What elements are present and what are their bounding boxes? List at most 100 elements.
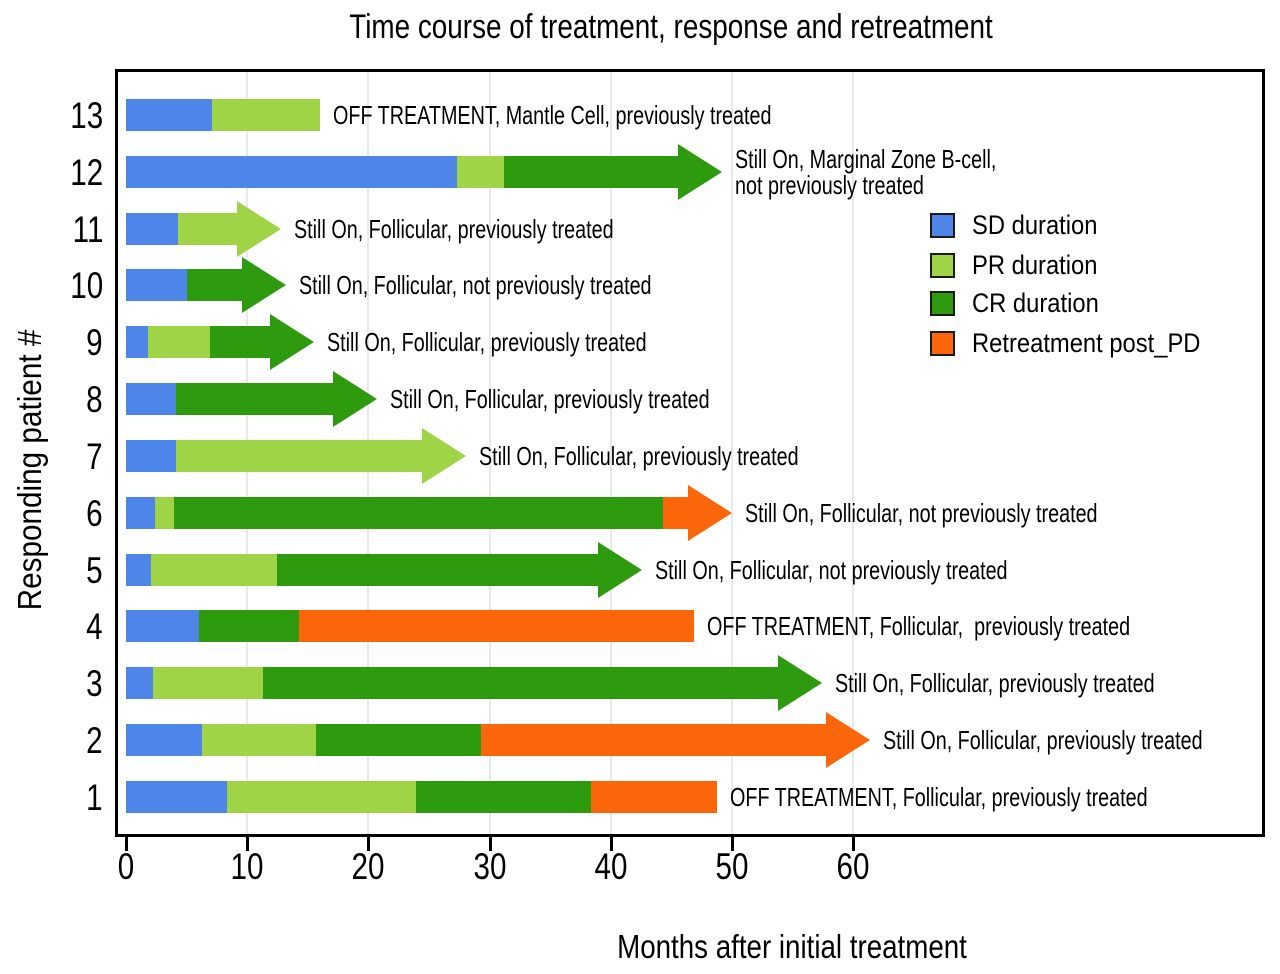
legend-label-cr: CR duration [972, 287, 1099, 318]
bar-segment-cr [504, 155, 680, 188]
bar-annotation-line: Still On, Follicular, previously treated [294, 213, 614, 244]
bar-annotation-line: Still On, Marginal Zone B-cell, [735, 143, 997, 174]
y-tick-label-text: 10 [70, 265, 103, 307]
bar-annotation: OFF TREATMENT, Follicular, previously tr… [707, 613, 1264, 639]
bar-segment-cr [198, 610, 300, 643]
x-tick-label: 20 [351, 846, 385, 887]
bar-segment-pr [155, 496, 175, 529]
bar-annotation-line: Still On, Follicular, not previously tre… [744, 497, 1098, 528]
ongoing-arrow-icon [825, 712, 870, 769]
y-tick-label-text: 11 [72, 208, 103, 250]
ongoing-arrow-icon [332, 371, 377, 428]
gridline [730, 72, 733, 834]
ongoing-arrow-icon [422, 427, 467, 484]
bar-annotation: Still On, Follicular, previously treated [327, 329, 748, 355]
chart-title: Time course of treatment, response and r… [349, 8, 993, 46]
y-tick-label-text: 5 [86, 549, 103, 591]
bar-segment-pr [202, 724, 317, 757]
bar-annotation: OFF TREATMENT, Follicular, previously tr… [730, 784, 1280, 810]
bar-segment-pr [152, 667, 263, 700]
ongoing-arrow-icon [241, 257, 286, 314]
bar-annotation-line: Still On, Follicular, previously treated [882, 725, 1203, 756]
legend-swatch-pr [930, 252, 955, 278]
y-tick-label: 11 [0, 211, 103, 248]
y-tick-label: 6 [0, 495, 103, 532]
x-tick [488, 837, 492, 851]
legend-label-sd: SD duration [972, 209, 1098, 240]
bar-annotation: Still On, Follicular, previously treated [883, 727, 1280, 753]
bar-segment-cr [175, 383, 334, 416]
x-axis-label: Months after initial treatment [617, 928, 967, 965]
gridline [609, 72, 612, 834]
y-tick-label-text: 9 [86, 322, 103, 364]
legend-swatch-rt [930, 330, 955, 356]
y-tick-label-text: 2 [86, 720, 103, 762]
bar-segment-cr [174, 496, 663, 529]
y-tick-label-text: 7 [86, 435, 103, 477]
bar-segment-sd [126, 553, 152, 586]
bar-segment-sd [126, 724, 203, 757]
x-tick-label: 30 [473, 846, 506, 887]
legend-label-pr: PR duration [972, 249, 1098, 280]
bar-annotation: Still On, Marginal Zone B-cell, not previ… [735, 146, 1079, 198]
bar-segment-rt [591, 780, 718, 813]
bar-annotation: Still On, Follicular, not previously tre… [745, 500, 1209, 526]
ongoing-arrow-icon [678, 143, 723, 200]
bar-segment-sd [126, 439, 176, 472]
y-tick-label: 3 [0, 665, 103, 702]
bar-annotation-line: Still On, Follicular, previously treated [326, 327, 647, 358]
x-tick [367, 837, 371, 851]
y-tick-label-text: 8 [86, 379, 103, 421]
bar-annotation-line: Still On, Follicular, not previously tre… [655, 554, 1008, 585]
y-tick-label: 1 [0, 779, 103, 816]
x-tick-label: 40 [594, 846, 628, 887]
legend-label-rt: Retreatment post_PD [972, 327, 1201, 358]
bar-annotation-line: not previously treated [735, 169, 925, 200]
x-tick [852, 837, 856, 851]
bar-segment-sd [126, 212, 179, 245]
x-tick-label: 50 [715, 846, 749, 887]
bar-segment-cr [277, 553, 600, 586]
x-tick-label: 60 [836, 846, 870, 887]
bar-annotation: OFF TREATMENT, Mantle Cell, previously t… [333, 102, 910, 128]
y-tick-label: 5 [0, 552, 103, 589]
bar-annotation: Still On, Follicular, previously treated [479, 443, 900, 469]
bar-segment-pr [147, 326, 210, 359]
bar-segment-sd [126, 667, 153, 700]
y-tick-label: 4 [0, 608, 103, 645]
bar-annotation-line: OFF TREATMENT, Mantle Cell, previously t… [332, 100, 772, 130]
bar-annotation-line: Still On, Follicular, previously treated [479, 440, 800, 471]
bar-segment-sd [126, 610, 199, 643]
bar-annotation-line: OFF TREATMENT, Follicular, previously tr… [730, 781, 1148, 812]
y-tick-label-text: 6 [86, 492, 103, 534]
bar-segment-cr [316, 724, 482, 757]
bar-segment-pr [226, 780, 416, 813]
x-tick-label: 10 [230, 846, 264, 887]
y-tick-label-text: 13 [70, 95, 103, 136]
bar-segment-sd [126, 99, 213, 131]
bar-segment-rt [299, 610, 695, 643]
bar-annotation: Still On, Follicular, not previously tre… [655, 557, 1119, 583]
x-tick [125, 837, 128, 851]
bar-annotation-line: Still On, Follicular, previously treated [389, 384, 710, 415]
y-tick-label-text: 4 [86, 606, 103, 648]
legend-swatch-sd [930, 212, 955, 238]
bar-segment-pr [456, 155, 505, 188]
bar-annotation-line: Still On, Follicular, not previously tre… [298, 270, 652, 301]
y-tick-label-text: 3 [86, 663, 103, 705]
ongoing-arrow-icon [269, 314, 314, 371]
y-tick-label: 13 [0, 97, 103, 134]
bar-segment-sd [126, 780, 227, 813]
bar-segment-pr [151, 553, 278, 586]
bar-segment-cr [262, 667, 779, 700]
bar-segment-rt [481, 724, 827, 757]
bar-segment-sd [126, 326, 148, 359]
x-tick [246, 837, 250, 851]
bar-annotation-line: OFF TREATMENT, Follicular, previously tr… [707, 611, 1131, 642]
bar-segment-sd [126, 269, 187, 302]
y-tick-label: 9 [0, 324, 103, 361]
x-tick [609, 837, 613, 851]
y-tick-label: 12 [0, 154, 103, 191]
